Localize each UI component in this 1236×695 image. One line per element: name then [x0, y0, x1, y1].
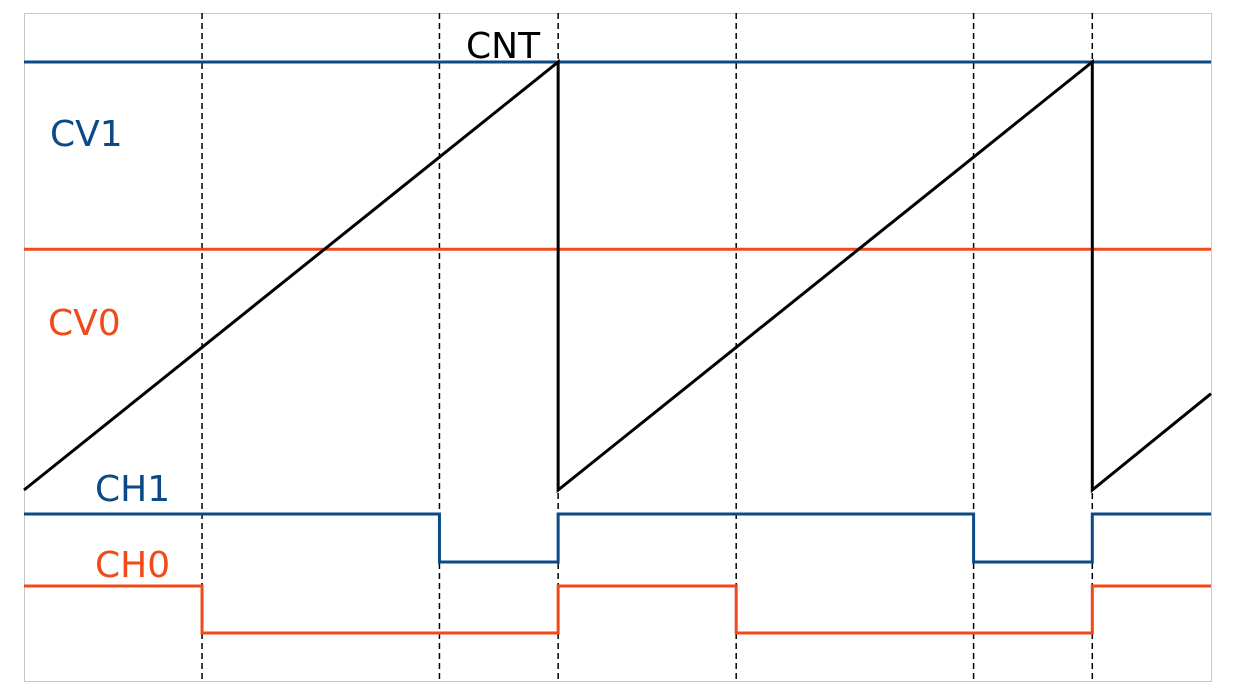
ch0-output-wave [24, 584, 1211, 635]
plot-frame [24, 13, 1212, 682]
cv0-label: CV0 [48, 303, 121, 344]
ch1-label: CH1 [95, 469, 170, 510]
cnt-sawtooth-wave [23, 58, 1212, 494]
event-markers [201, 13, 1094, 681]
cv1-label: CV1 [50, 114, 123, 155]
ch0-label: CH0 [95, 545, 170, 586]
ch1-output-wave [24, 512, 1211, 564]
cnt-label: CNT [466, 26, 541, 67]
